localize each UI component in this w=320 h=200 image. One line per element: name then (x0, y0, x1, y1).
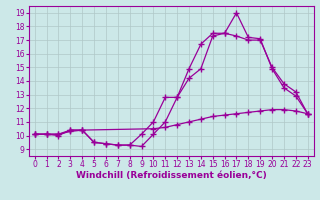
X-axis label: Windchill (Refroidissement éolien,°C): Windchill (Refroidissement éolien,°C) (76, 171, 267, 180)
